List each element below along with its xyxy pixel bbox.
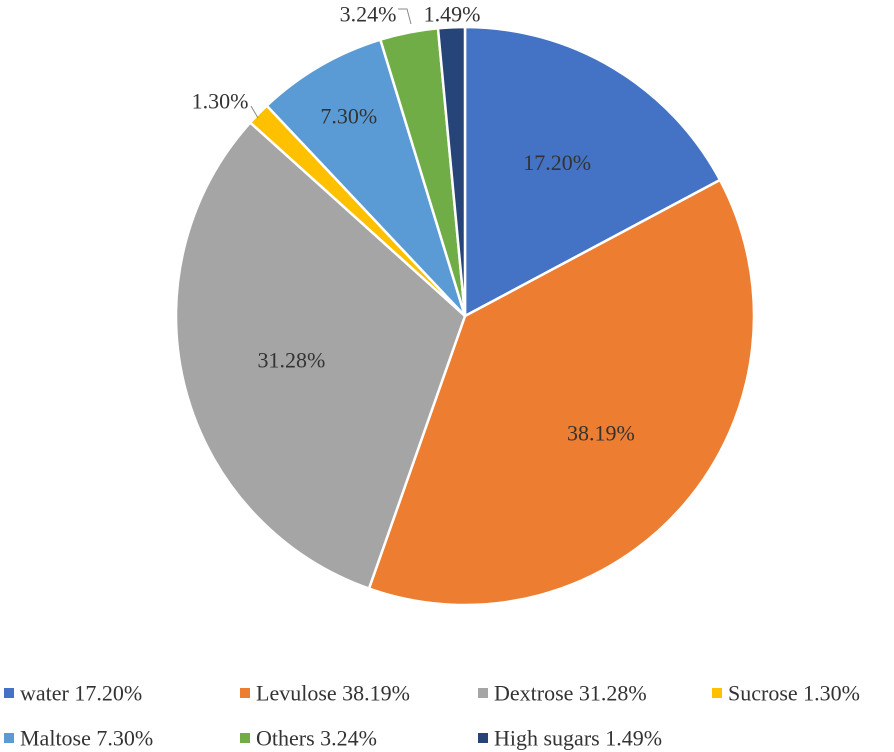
legend-swatch-dextrose (478, 688, 488, 698)
pie-slice-maltose (265, 38, 467, 318)
legend-label-maltose: Maltose 7.30% (20, 726, 153, 751)
legend-item-levulose: Levulose 38.19% (240, 681, 410, 706)
legend-item-others: Others 3.24% (240, 726, 377, 751)
legend-swatch-levulose (240, 688, 250, 698)
legend-item-high-sugars: High sugars 1.49% (478, 726, 662, 751)
leader-line-others (398, 8, 412, 25)
legend-item-dextrose: Dextrose 31.28% (478, 681, 647, 706)
pie-slices (174, 25, 756, 607)
data-label-maltose: 7.30% (320, 104, 377, 129)
legend-item-sucrose: Sucrose 1.30% (712, 681, 860, 706)
data-label-water: 17.20% (523, 150, 591, 175)
legend-swatch-maltose (4, 733, 14, 743)
legend: water 17.20% Levulose 38.19% Dextrose 31.2… (4, 681, 860, 751)
legend-swatch-high-sugars (478, 733, 488, 743)
legend-swatch-sucrose (712, 688, 722, 698)
legend-label-others: Others 3.24% (256, 726, 377, 751)
data-label-sucrose: 1.30% (192, 89, 249, 114)
pie-slice-levulose (367, 178, 756, 607)
legend-swatch-water (4, 688, 14, 698)
legend-label-water: water 17.20% (20, 681, 142, 706)
pie-slice-high-sugars (436, 25, 467, 318)
legend-label-dextrose: Dextrose 31.28% (494, 681, 647, 706)
leader-lines (250, 8, 412, 119)
legend-item-water: water 17.20% (4, 681, 142, 706)
data-label-dextrose: 31.28% (257, 348, 325, 373)
legend-label-sucrose: Sucrose 1.30% (728, 681, 860, 706)
data-labels: 17.20% 38.19% 31.28% 1.30% 7.30% 3.24% 1.49% (192, 2, 635, 446)
data-label-high-sugars: 1.49% (424, 2, 481, 27)
legend-label-high-sugars: High sugars 1.49% (494, 726, 662, 751)
legend-label-levulose: Levulose 38.19% (256, 681, 410, 706)
leader-line-sucrose (250, 105, 259, 119)
pie-slice-water (463, 25, 722, 318)
data-label-others: 3.24% (340, 2, 397, 27)
legend-item-maltose: Maltose 7.30% (4, 726, 153, 751)
legend-swatch-others (240, 733, 250, 743)
data-label-levulose: 38.19% (567, 420, 635, 445)
pie-slice-dextrose (174, 121, 467, 590)
